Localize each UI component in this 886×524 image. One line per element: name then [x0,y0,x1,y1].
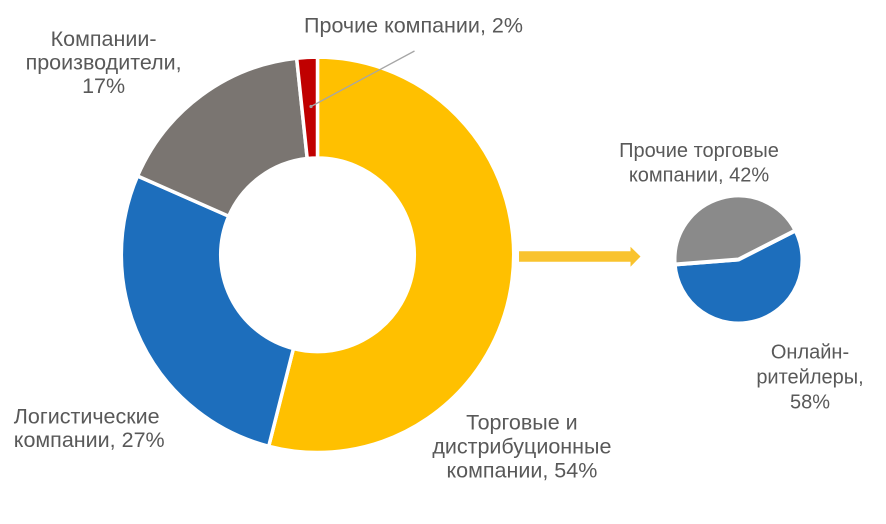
svg-text:ритейлеры,: ритейлеры, [756,367,863,389]
svg-text:17%: 17% [82,74,125,98]
svg-text:Прочие компании, 2%: Прочие компании, 2% [304,13,523,37]
svg-text:производители,: производители, [26,50,182,74]
svg-text:Онлайн-: Онлайн- [771,342,849,364]
svg-text:компании, 42%: компании, 42% [629,165,770,187]
svg-text:58%: 58% [790,392,830,414]
svg-text:Компании-: Компании- [51,27,157,51]
svg-text:Прочие торговые: Прочие торговые [619,140,779,162]
svg-text:Торговые и: Торговые и [466,411,578,435]
svg-text:Логистические: Логистические [14,404,160,428]
svg-text:компании, 54%: компании, 54% [446,459,597,483]
svg-text:компании, 27%: компании, 27% [14,428,165,452]
svg-text:дистрибуционные: дистрибуционные [432,435,611,459]
